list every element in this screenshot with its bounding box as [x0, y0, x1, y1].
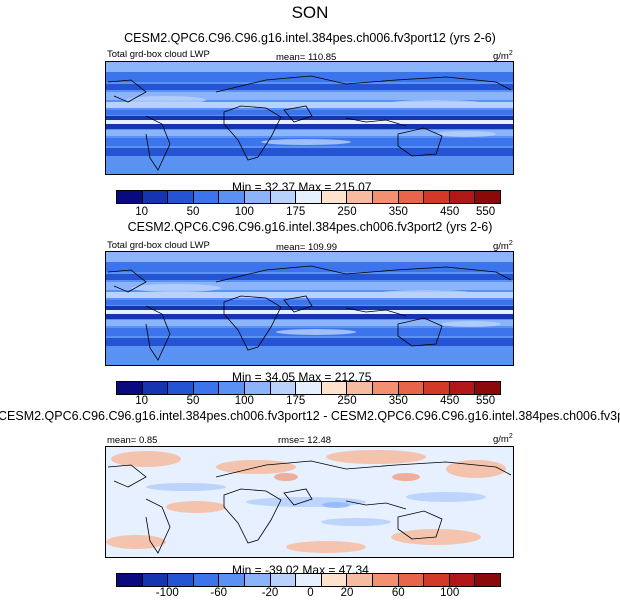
panel2-map	[105, 251, 514, 366]
tick-label: 550	[476, 206, 496, 218]
tick-label: -20	[261, 587, 279, 599]
colorbar-swatch	[244, 191, 271, 203]
tick-label: 60	[391, 587, 405, 599]
colorbar-swatch	[244, 574, 271, 586]
panel2-colorbar	[116, 381, 501, 395]
colorbar-swatch	[475, 191, 500, 203]
colorbar-swatch	[296, 382, 322, 394]
colorbar-swatch	[424, 574, 450, 586]
colorbar-swatch	[347, 574, 373, 586]
panel3-mean-label: mean= 0.85	[107, 435, 158, 446]
panel3-field	[106, 447, 513, 557]
colorbar-swatch	[296, 574, 322, 586]
tick-label: 100	[440, 587, 460, 599]
panel1-units: g/m2	[493, 50, 513, 63]
panel3-map	[105, 446, 514, 558]
tick-label: 550	[476, 395, 496, 407]
panel2-mean-label: mean= 109.99	[276, 242, 338, 253]
colorbar-swatch	[372, 574, 399, 586]
tick-label: 175	[286, 206, 306, 218]
colorbar-swatch	[321, 382, 348, 394]
colorbar-swatch	[219, 382, 245, 394]
panel3-rmse-label: rmse= 12.48	[278, 435, 332, 446]
tick-label: 0	[307, 587, 314, 599]
colorbar-swatch	[168, 191, 194, 203]
colorbar-swatch	[117, 191, 143, 203]
colorbar-swatch	[321, 191, 348, 203]
colorbar-swatch	[449, 191, 476, 203]
tick-label: 10	[135, 206, 149, 218]
panel1-mean-label: mean= 110.85	[276, 52, 337, 63]
tick-label: 450	[440, 395, 460, 407]
tick-label: 100	[234, 206, 254, 218]
colorbar-swatch	[449, 382, 476, 394]
panel1-colorbar	[116, 190, 501, 204]
colorbar-swatch	[142, 191, 169, 203]
colorbar-swatch	[398, 382, 425, 394]
tick-label: 10	[135, 395, 149, 407]
colorbar-swatch	[372, 382, 399, 394]
panel1-variable-label: Total grd-box cloud LWP	[107, 49, 210, 60]
colorbar-swatch	[296, 191, 322, 203]
colorbar-swatch	[270, 574, 297, 586]
colorbar-swatch	[372, 191, 399, 203]
colorbar-swatch	[117, 574, 143, 586]
colorbar-swatch	[244, 382, 271, 394]
colorbar-swatch	[168, 574, 194, 586]
colorbar-swatch	[321, 574, 348, 586]
colorbar-swatch	[142, 574, 169, 586]
tick-label: 250	[337, 206, 357, 218]
panel2-title: CESM2.QPC6.C96.C96.g16.intel.384pes.ch00…	[127, 220, 493, 234]
tick-label: 20	[340, 587, 354, 599]
tick-label: 50	[186, 206, 200, 218]
panel2-units: g/m2	[493, 240, 513, 253]
colorbar-swatch	[142, 382, 169, 394]
panel3-title: CESM2.QPC6.C96.C96.g16.intel.384pes.ch00…	[0, 409, 620, 423]
panel1-map	[105, 61, 514, 175]
page-title: SON	[291, 3, 329, 22]
colorbar-swatch	[168, 382, 194, 394]
tick-label: 450	[440, 206, 460, 218]
tick-label: 50	[186, 395, 200, 407]
tick-label: 350	[388, 206, 408, 218]
colorbar-swatch	[424, 191, 450, 203]
colorbar-swatch	[347, 191, 373, 203]
colorbar-swatch	[117, 382, 143, 394]
colorbar-swatch	[475, 574, 500, 586]
panel2-variable-label: Total grd-box cloud LWP	[107, 240, 210, 251]
panel2-field	[106, 252, 513, 365]
tick-label: 250	[337, 395, 357, 407]
tick-label: -60	[210, 587, 227, 599]
colorbar-swatch	[398, 191, 425, 203]
colorbar-swatch	[219, 574, 245, 586]
panel2-colorbar-ticks: 10 50 100 175 250 350 450 550	[116, 395, 501, 410]
colorbar-swatch	[193, 382, 220, 394]
colorbar-swatch	[475, 382, 500, 394]
panel1-field	[106, 62, 513, 174]
panel3-colorbar-ticks: -100 -60 -20 0 20 60 100	[116, 587, 501, 602]
tick-label: -100	[155, 587, 179, 599]
colorbar-swatch	[270, 191, 297, 203]
colorbar-swatch	[347, 382, 373, 394]
tick-label: 350	[388, 395, 408, 407]
tick-label: 100	[234, 395, 254, 407]
panel2-stats: Min = 34.05 Max = 212.75	[232, 370, 372, 384]
panel3-units: g/m2	[493, 433, 513, 446]
panel3-colorbar	[116, 573, 501, 587]
colorbar-swatch	[193, 191, 220, 203]
colorbar-swatch	[398, 574, 425, 586]
colorbar-swatch	[270, 382, 297, 394]
panel1-colorbar-ticks: 10 50 100 175 250 350 450 550	[116, 206, 501, 221]
colorbar-swatch	[193, 574, 220, 586]
colorbar-swatch	[219, 191, 245, 203]
panel1-title: CESM2.QPC6.C96.C96.g16.intel.384pes.ch00…	[124, 31, 496, 45]
colorbar-swatch	[449, 574, 476, 586]
colorbar-swatch	[424, 382, 450, 394]
tick-label: 175	[286, 395, 306, 407]
